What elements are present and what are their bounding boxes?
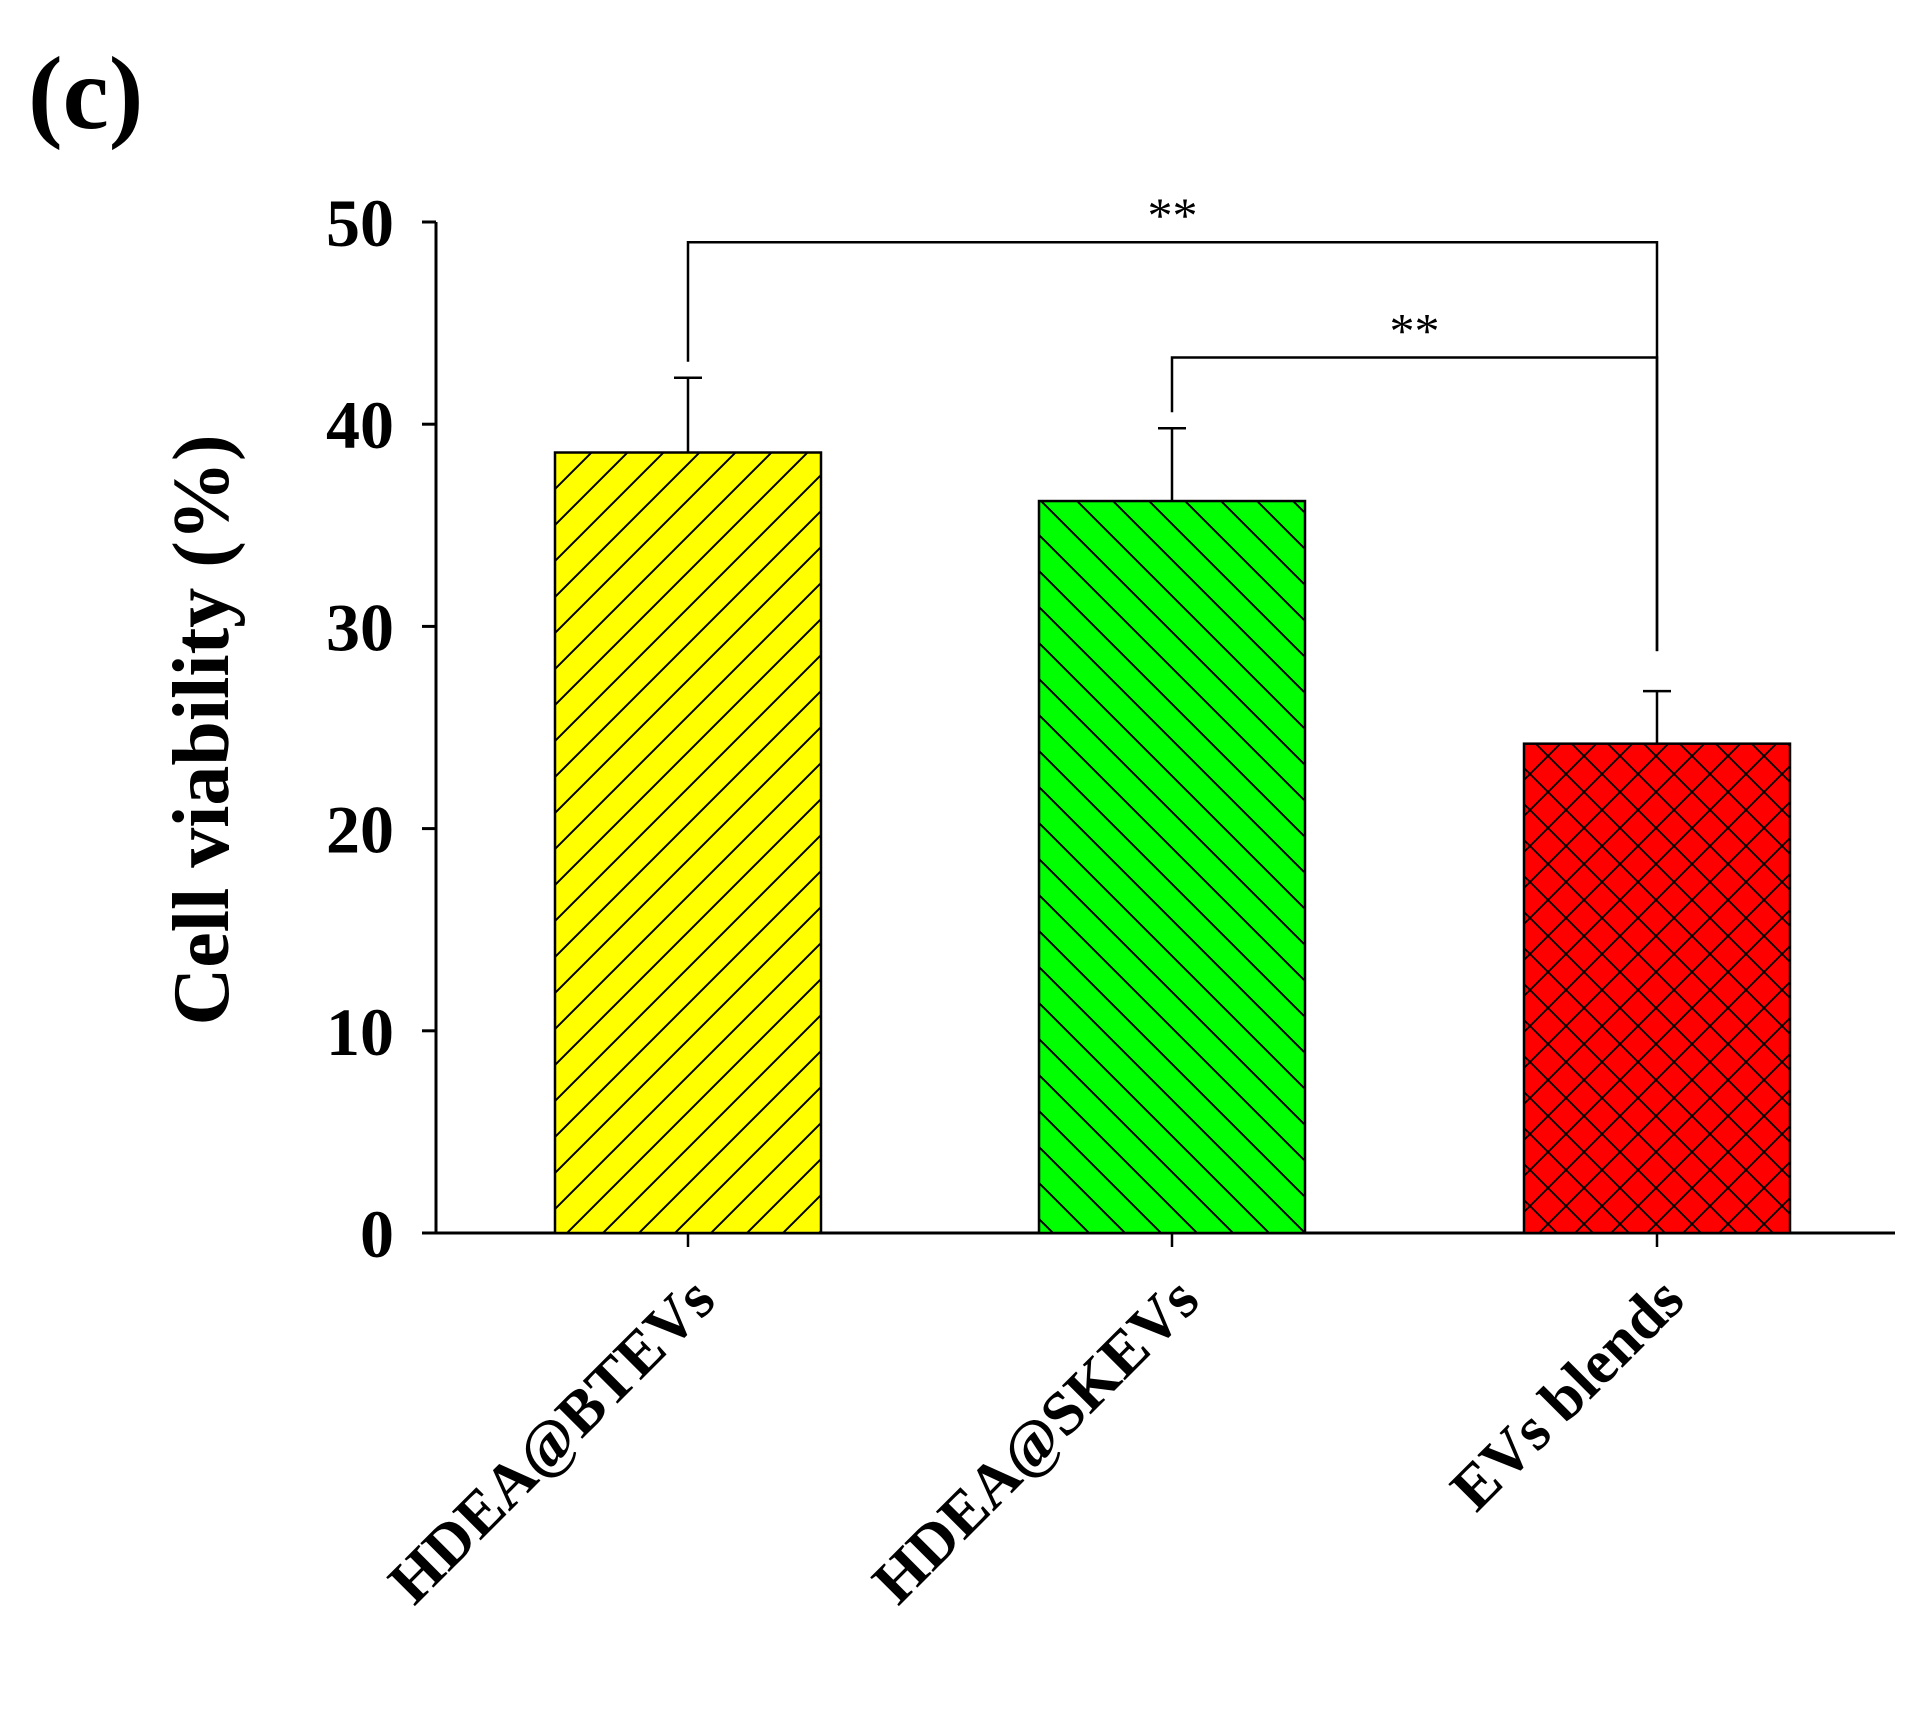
x-category-label: EVs blends (1438, 1265, 1697, 1524)
y-tick-label: 0 (360, 1196, 394, 1272)
bar-1 (553, 451, 823, 1235)
panel-label: (c) (28, 36, 143, 151)
x-category-label: HDEA@BTEVs (376, 1265, 728, 1617)
significance-label: ** (1148, 187, 1198, 243)
y-tick-label: 30 (326, 589, 394, 665)
significance-bracket (1170, 356, 1659, 652)
bar-3 (1522, 742, 1792, 1235)
y-tick-label: 20 (326, 792, 394, 868)
y-axis-label: Cell viability (%) (158, 434, 246, 1025)
y-tick-label: 50 (326, 185, 394, 261)
significance-label: ** (1390, 302, 1440, 358)
y-tick-label: 10 (326, 994, 394, 1070)
x-category-label: HDEA@SKEVs (860, 1265, 1212, 1617)
y-tick-label: 40 (326, 387, 394, 463)
bar-2 (1037, 499, 1307, 1235)
